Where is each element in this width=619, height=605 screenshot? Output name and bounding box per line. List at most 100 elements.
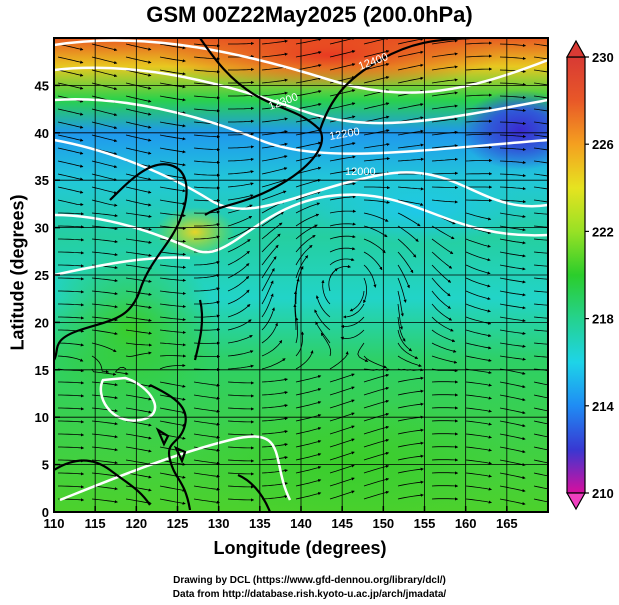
streamline: [397, 157, 425, 162]
streamline: [58, 303, 85, 307]
streamline: [533, 134, 548, 138]
streamline: [465, 446, 492, 452]
y-tick-label: 40: [35, 126, 49, 141]
streamline: [261, 443, 288, 448]
streamline: [193, 186, 221, 190]
streamline: [363, 238, 386, 254]
streamline: [295, 350, 314, 370]
streamline: [193, 459, 220, 465]
streamline: [295, 440, 322, 448]
streamline: [499, 82, 527, 87]
streamline: [329, 209, 357, 214]
streamline: [91, 160, 118, 169]
streamline: [227, 485, 255, 489]
streamline: [499, 355, 526, 361]
streamline: [397, 480, 424, 487]
streamline: [533, 329, 548, 332]
streamline: [431, 199, 459, 204]
streamline: [58, 394, 85, 398]
streamline: [295, 191, 321, 201]
streamline: [194, 300, 220, 305]
streamline: [397, 186, 425, 191]
streamline: [261, 404, 288, 409]
y-tick-label: 45: [35, 78, 49, 93]
streamline: [465, 303, 491, 313]
streamline: [227, 276, 250, 292]
streamline: [125, 394, 152, 401]
streamline: [465, 407, 492, 413]
streamline: [397, 277, 407, 303]
streamline: [227, 433, 255, 437]
streamline: [295, 224, 318, 240]
streamline: [125, 498, 152, 505]
streamline: [159, 134, 186, 141]
streamline: [57, 355, 84, 362]
streamline: [228, 106, 255, 110]
x-tick-label: 135: [249, 516, 271, 531]
streamline: [533, 251, 548, 254]
streamline: [349, 290, 365, 312]
streamline: [91, 121, 118, 130]
streamline: [363, 76, 390, 84]
streamline: [159, 342, 187, 347]
streamline: [329, 142, 356, 149]
streamline: [364, 186, 391, 190]
streamline: [533, 342, 548, 345]
streamline: [397, 342, 419, 359]
streamline: [465, 498, 492, 504]
streamline: [91, 186, 118, 195]
streamline: [261, 358, 286, 370]
streamline: [533, 381, 548, 386]
streamline: [499, 381, 526, 389]
streamline: [58, 433, 85, 437]
streamline: [228, 132, 255, 136]
streamline: [329, 155, 356, 162]
streamline: [499, 472, 526, 480]
streamline: [159, 407, 186, 414]
streamline: [261, 167, 288, 175]
streamline: [363, 102, 390, 110]
streamline: [465, 119, 493, 123]
streamline: [431, 342, 457, 353]
streamline: [261, 104, 288, 110]
streamline: [363, 464, 390, 474]
streamline: [193, 160, 221, 165]
streamline: [58, 264, 85, 268]
streamline: [193, 498, 220, 504]
streamline: [363, 355, 388, 369]
streamline: [340, 329, 365, 340]
streamline: [431, 303, 453, 321]
streamline: [125, 485, 152, 492]
streamline: [261, 339, 283, 357]
streamline: [227, 289, 250, 305]
y-tick-label: 0: [42, 505, 49, 520]
streamline: [125, 446, 152, 453]
streamline: [125, 407, 152, 414]
streamline: [397, 454, 424, 461]
streamline: [295, 427, 322, 435]
streamline: [295, 64, 322, 71]
streamline: [261, 78, 288, 84]
streamline: [261, 52, 288, 58]
x-tick-label: 115: [85, 516, 106, 531]
streamline: [499, 173, 527, 178]
streamline: [499, 316, 526, 323]
streamline: [91, 69, 118, 78]
streamline: [193, 354, 221, 359]
streamline: [91, 199, 118, 207]
streamline: [125, 342, 153, 347]
x-tick-label: 145: [331, 516, 353, 531]
y-tick-label: 5: [42, 458, 49, 473]
streamline: [295, 77, 322, 84]
streamline: [295, 213, 320, 227]
streamline: [499, 95, 527, 100]
streamline: [499, 238, 526, 245]
streamline: [228, 67, 255, 72]
streamline: [57, 160, 84, 168]
streamline: [357, 342, 369, 362]
streamline: [159, 147, 186, 154]
streamline: [228, 119, 255, 123]
streamline: [91, 290, 118, 296]
streamline: [57, 69, 84, 77]
